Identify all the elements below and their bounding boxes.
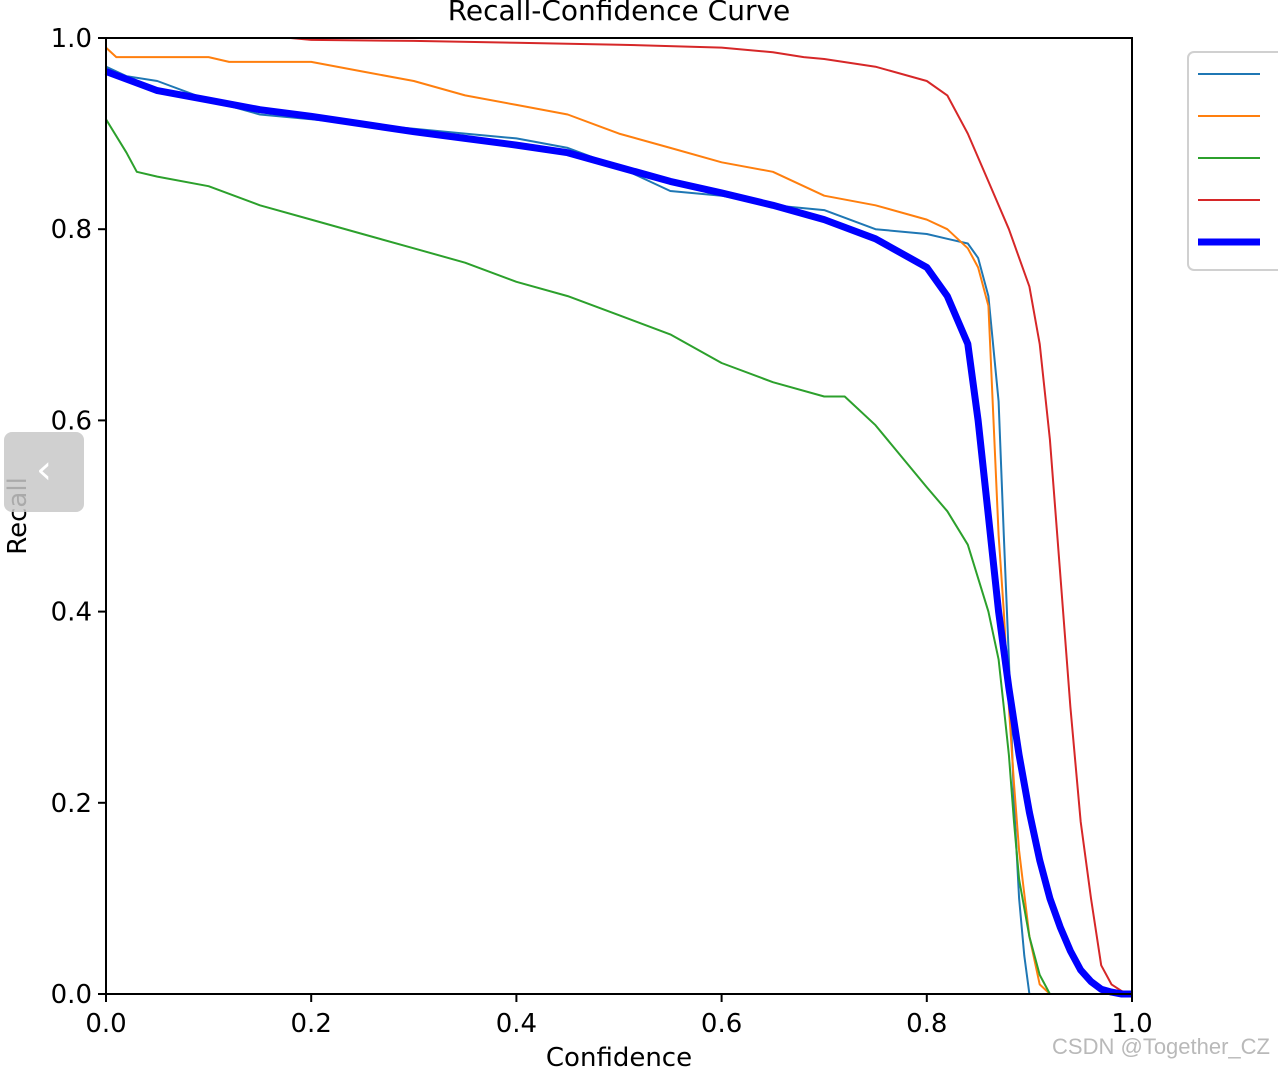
- x-tick-label: 0.4: [496, 1009, 537, 1039]
- x-tick-label: 0.8: [906, 1009, 947, 1039]
- legend: [1187, 51, 1278, 271]
- plot-area: [106, 38, 1132, 994]
- legend-box: [1187, 51, 1278, 271]
- x-tick-label: 0.0: [85, 1009, 126, 1039]
- x-tick-label: 0.2: [291, 1009, 332, 1039]
- x-tick-label: 0.6: [701, 1009, 742, 1039]
- series-line-5: [104, 68, 1132, 998]
- plot-frame: [105, 37, 1133, 995]
- x-axis-label: Confidence: [546, 1043, 692, 1068]
- series-line-3: [105, 118, 1132, 995]
- y-tick-label: 1.0: [51, 24, 92, 54]
- y-tick-label: 0.8: [51, 215, 92, 245]
- series-line-2: [105, 46, 1132, 995]
- series-line-4: [106, 37, 1133, 995]
- y-tick-label: 0.2: [51, 789, 92, 819]
- y-tick-label: 0.0: [51, 980, 92, 1010]
- y-tick-label: 0.6: [51, 406, 92, 436]
- y-tick-label: 0.4: [51, 598, 92, 628]
- watermark: CSDN @Together_CZ: [1052, 1034, 1270, 1059]
- ticks-layer: 0.0 0.2 0.4 0.6 0.8 1.0 0.0 0.2 0.4 0.6 0.8 1.0: [51, 24, 1153, 1039]
- collapse-sidebar-button[interactable]: ‹: [4, 432, 84, 512]
- chart-title: Recall-Confidence Curve: [448, 0, 791, 27]
- x-tick-label: 1.0: [1111, 1009, 1152, 1039]
- series-layer: [104, 37, 1133, 998]
- chevron-left-icon: ‹: [36, 447, 52, 493]
